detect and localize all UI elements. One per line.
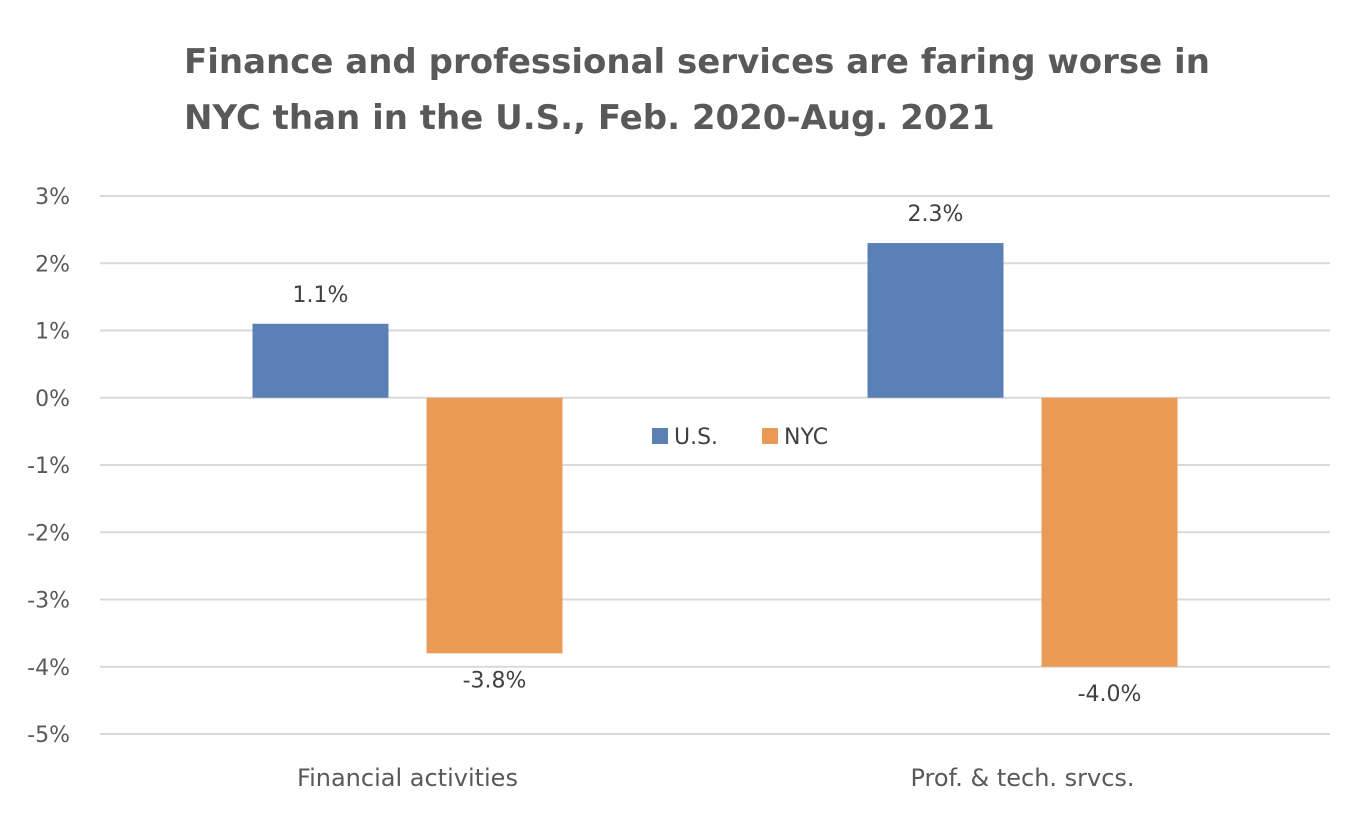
legend-label: NYC [784, 425, 828, 450]
y-tick-label: -1% [27, 454, 70, 479]
legend-label: U.S. [674, 425, 718, 450]
y-tick-label: 0% [35, 387, 70, 412]
data-labels: 1.1% -3.8% 2.3% -4.0% [293, 202, 1142, 707]
bar-nyc [1041, 397, 1178, 667]
y-tick-label: -4% [27, 656, 70, 681]
bars [252, 243, 1178, 667]
legend-swatch [652, 428, 668, 444]
y-tick-label: -5% [27, 723, 70, 748]
y-tick-label: -2% [27, 521, 70, 546]
y-axis: 3% 2% 1% 0% -1% -2% -3% -4% -5% [27, 185, 70, 748]
chart-title-line-1: Finance and professional services are fa… [184, 42, 1210, 82]
x-category-label: Financial activities [297, 764, 518, 792]
chart-title: Finance and professional services are fa… [184, 34, 1284, 146]
chart-title-line-2: NYC than in the U.S., Feb. 2020-Aug. 202… [184, 98, 995, 138]
y-tick-label: -3% [27, 589, 70, 614]
legend-swatch [762, 428, 778, 444]
legend: U.S. NYC [652, 425, 828, 450]
data-label: 1.1% [293, 283, 349, 308]
data-label: -4.0% [1078, 682, 1142, 707]
bar-us [867, 243, 1004, 398]
y-tick-label: 3% [35, 185, 70, 210]
y-tick-label: 2% [35, 252, 70, 277]
y-tick-label: 1% [35, 320, 70, 345]
data-label: 2.3% [908, 202, 964, 227]
x-category-label: Prof. & tech. srvcs. [910, 764, 1134, 792]
x-axis: Financial activities Prof. & tech. srvcs. [297, 764, 1135, 792]
bar-nyc [426, 397, 563, 654]
data-label: -3.8% [463, 668, 527, 693]
bar-us [252, 323, 389, 398]
